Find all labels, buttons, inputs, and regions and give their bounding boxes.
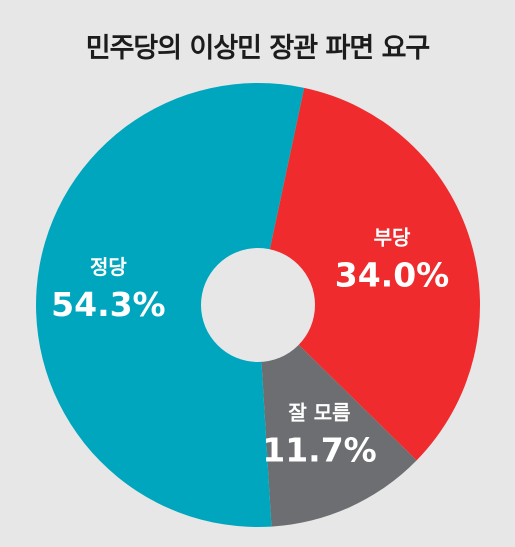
slice-value-3: 54.3% [51, 285, 166, 324]
pie-slice-3 [36, 82, 305, 527]
pie-slice-2 [258, 305, 417, 527]
slice-label-3: 정당 [90, 255, 127, 279]
donut-hole [201, 248, 315, 362]
slice-label-1: 부당 [374, 226, 411, 250]
slice-value-2: 11.7% [262, 431, 377, 470]
slice-label-2: 잘 모름 [288, 401, 350, 425]
pie-slice-1 [258, 87, 481, 461]
slice-value-1: 34.0% [335, 256, 450, 295]
chart-title: 민주당의 이상민 장관 파면 요구 [85, 33, 431, 64]
chart-slices [36, 82, 481, 527]
chart-labels: 부당 34.0% 잘 모름 11.7% 정당 54.3% [51, 226, 449, 470]
